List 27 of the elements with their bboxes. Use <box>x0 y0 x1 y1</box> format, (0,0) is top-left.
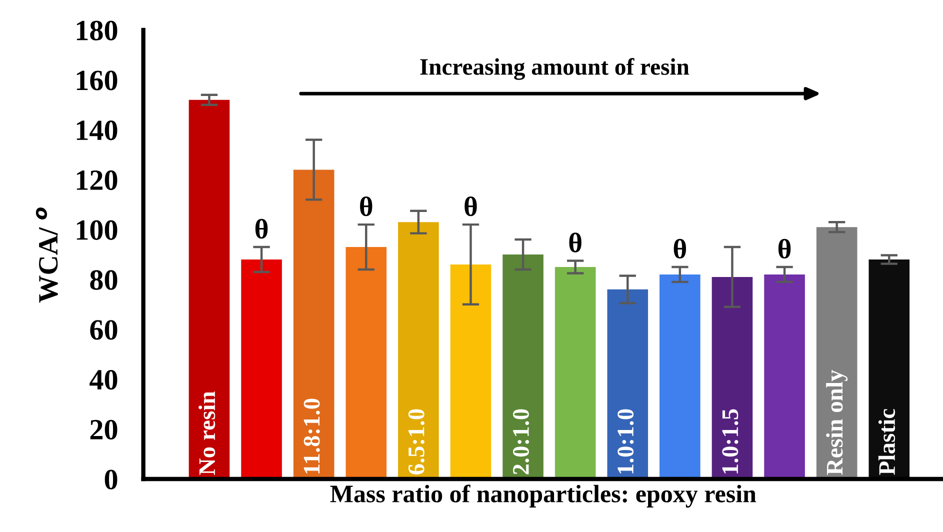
data-label: θ <box>464 196 477 216</box>
data-label: θ <box>674 238 686 259</box>
y-tick-label: 0 <box>104 470 118 490</box>
data-label: θ <box>255 218 268 239</box>
x-tick-label: 6.5:1.0 <box>408 409 424 474</box>
x-tick-label: 11.8:1.0 <box>304 398 320 474</box>
x-tick-label: Plastic <box>878 408 896 475</box>
y-axis-title: WCA/ $^{o}$ <box>36 208 58 303</box>
y-tick-label: 60 <box>90 320 118 340</box>
y-tick-label: 120 <box>76 170 118 190</box>
y-tick-label: 80 <box>90 270 118 290</box>
x-axis-title: Mass ratio of nanoparticles: epoxy resin <box>330 484 756 508</box>
y-tick-label: 20 <box>90 420 118 440</box>
y-tick-label: 160 <box>76 70 118 90</box>
y-tick-label: 100 <box>76 220 118 240</box>
x-tick-label: Resin only <box>826 370 848 475</box>
y-tick-label: 140 <box>76 120 118 140</box>
x-tick-label: No resin <box>198 391 216 475</box>
x-tick-label: 2.0:1.0 <box>513 409 530 474</box>
data-label: θ <box>360 196 372 216</box>
annotation: Increasing amount of resin <box>420 58 690 80</box>
data-label: θ <box>569 232 582 252</box>
data-label: θ <box>778 238 791 259</box>
x-tick-label: 1.0:1.0 <box>618 409 634 474</box>
y-tick-label: 180 <box>76 20 118 40</box>
x-tick-label: 1.0:1.5 <box>722 409 738 474</box>
y-tick-label: 40 <box>90 370 118 390</box>
